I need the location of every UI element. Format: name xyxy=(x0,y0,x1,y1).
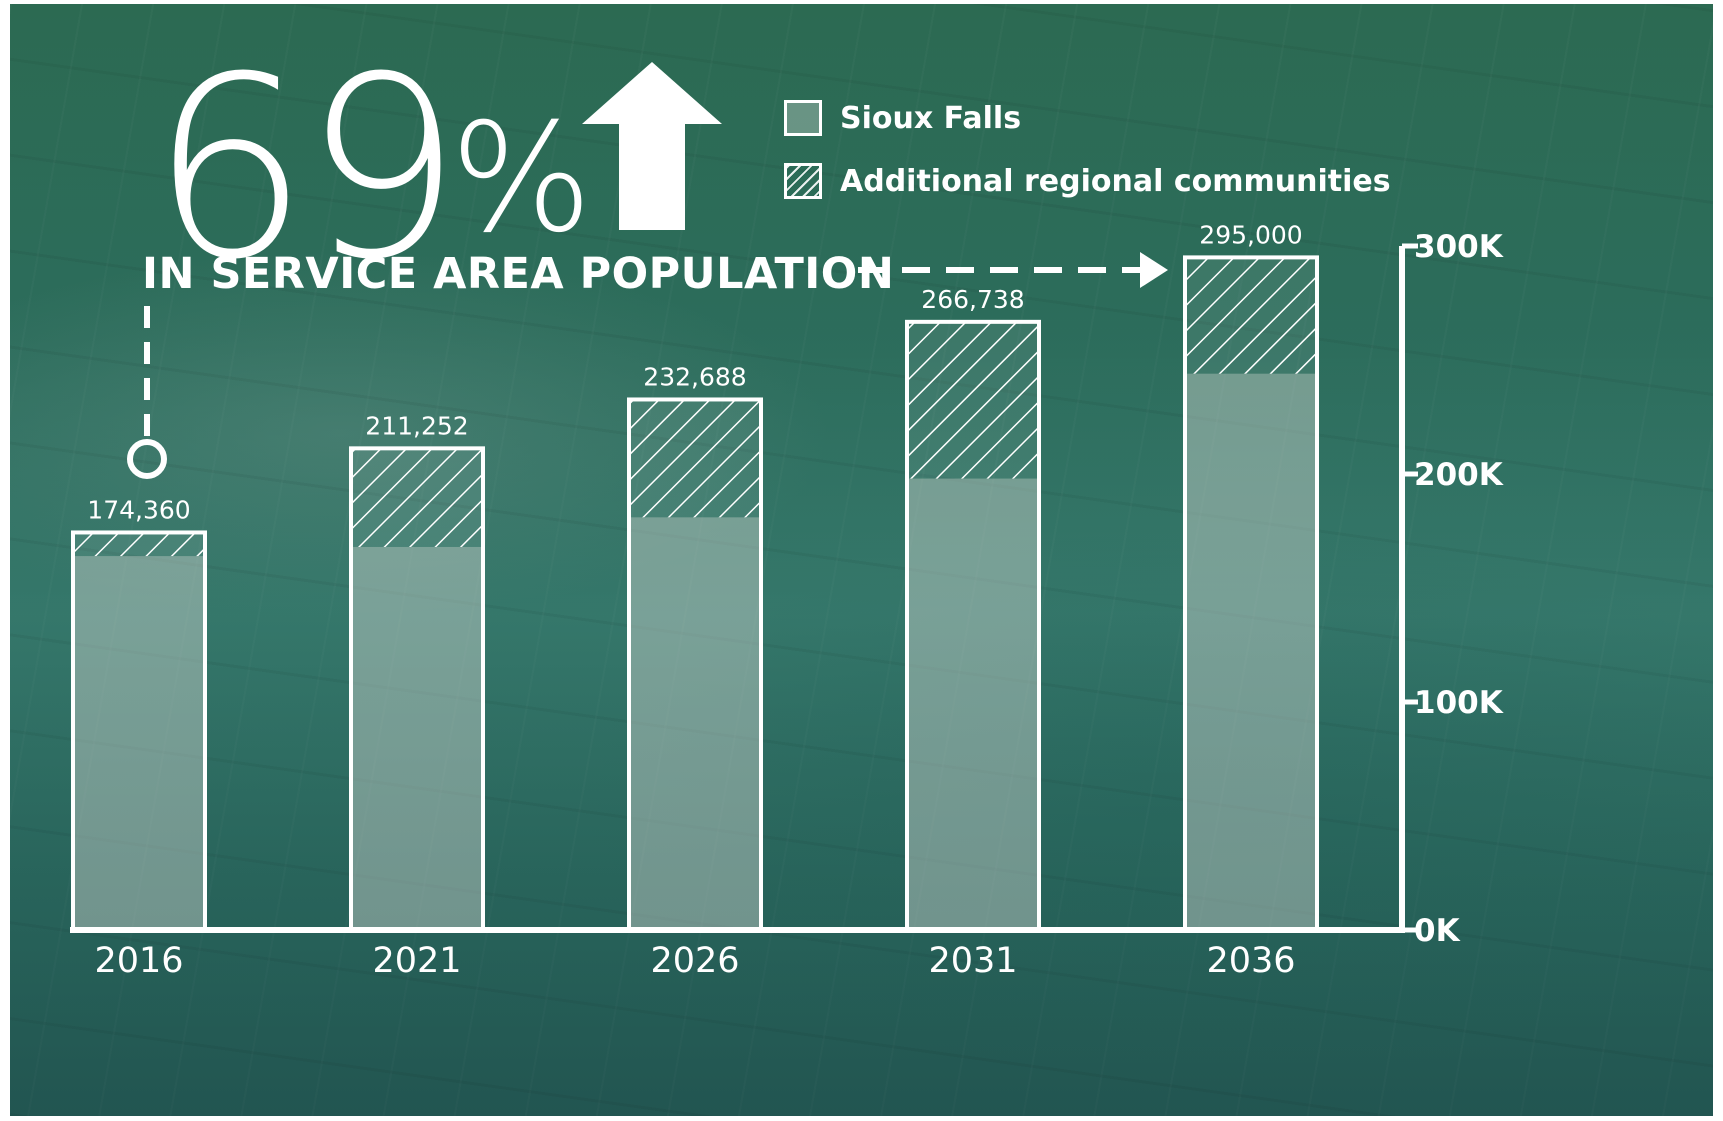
x-category-label: 2036 xyxy=(1206,941,1295,981)
y-tick-label: 0K xyxy=(1414,913,1461,949)
legend-label: Additional regional communities xyxy=(840,163,1391,199)
headline-subtitle: IN SERVICE AREA POPULATION xyxy=(142,249,895,299)
legend-label: Sioux Falls xyxy=(840,100,1022,136)
x-category-label: 2016 xyxy=(94,941,183,981)
y-tick-label: 300K xyxy=(1414,229,1504,265)
bar-segment-regional xyxy=(351,448,483,547)
y-tick-label: 200K xyxy=(1414,457,1504,493)
bar-value-label: 295,000 xyxy=(1199,220,1302,249)
up-arrow-icon xyxy=(582,62,722,230)
bar-segment-regional xyxy=(73,532,205,557)
bar-value-label: 211,252 xyxy=(365,411,468,440)
bar-segment-regional xyxy=(629,399,761,518)
bar-value-label: 266,738 xyxy=(921,285,1024,314)
bar-segment-regional xyxy=(907,321,1039,479)
bar-segment-sioux-falls xyxy=(629,517,761,930)
legend-item-sioux-falls: Sioux Falls xyxy=(784,96,1021,140)
infographic-background: 0K 100K 200K 300K 174,360 2016 211,252 2021 232… xyxy=(10,4,1713,1116)
x-category-label: 2026 xyxy=(650,941,739,981)
bar-segment-sioux-falls xyxy=(907,478,1039,930)
bar-value-label: 174,360 xyxy=(87,495,190,524)
bar-segment-sioux-falls xyxy=(1185,373,1317,930)
bar-segment-regional xyxy=(1185,257,1317,374)
arrow-head-icon xyxy=(1140,252,1168,288)
bar-segment-sioux-falls xyxy=(351,546,483,930)
x-category-label: 2031 xyxy=(928,941,1017,981)
legend-swatch-solid xyxy=(784,100,822,136)
callout-ring-marker xyxy=(127,439,167,479)
x-category-label: 2021 xyxy=(372,941,461,981)
bar-value-label: 232,688 xyxy=(643,362,746,391)
headline-big-number: 69 xyxy=(150,23,462,314)
bar-segment-sioux-falls xyxy=(73,556,205,930)
legend-item-regional-communities: Additional regional communities xyxy=(784,159,1391,203)
y-tick-label: 100K xyxy=(1414,685,1504,721)
population-bar-chart: 0K 100K 200K 300K 174,360 2016 211,252 2021 232… xyxy=(70,220,1504,981)
headline-percent-sign: % xyxy=(450,92,593,266)
legend-swatch-hatched xyxy=(784,163,822,199)
